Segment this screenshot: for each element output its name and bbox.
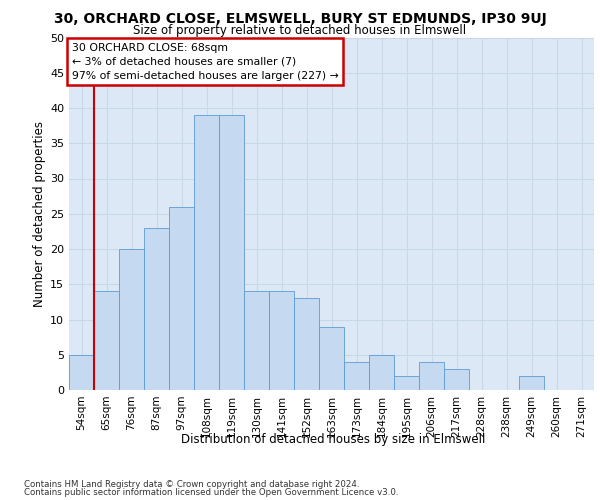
Bar: [319, 326, 344, 390]
Bar: [244, 292, 269, 390]
Bar: [144, 228, 169, 390]
Bar: [394, 376, 419, 390]
Text: Distribution of detached houses by size in Elmswell: Distribution of detached houses by size …: [181, 432, 485, 446]
Bar: [419, 362, 444, 390]
Text: Contains HM Land Registry data © Crown copyright and database right 2024.: Contains HM Land Registry data © Crown c…: [24, 480, 359, 489]
Bar: [194, 115, 219, 390]
Bar: [219, 115, 244, 390]
Text: Contains public sector information licensed under the Open Government Licence v3: Contains public sector information licen…: [24, 488, 398, 497]
Text: 30, ORCHARD CLOSE, ELMSWELL, BURY ST EDMUNDS, IP30 9UJ: 30, ORCHARD CLOSE, ELMSWELL, BURY ST EDM…: [53, 12, 547, 26]
Bar: [444, 369, 469, 390]
Bar: [269, 292, 294, 390]
Bar: [94, 292, 119, 390]
Text: Size of property relative to detached houses in Elmswell: Size of property relative to detached ho…: [133, 24, 467, 37]
Bar: [344, 362, 369, 390]
Bar: [519, 376, 544, 390]
Bar: [294, 298, 319, 390]
Bar: [119, 249, 144, 390]
Bar: [169, 206, 194, 390]
Y-axis label: Number of detached properties: Number of detached properties: [33, 120, 46, 306]
Bar: [369, 355, 394, 390]
Text: 30 ORCHARD CLOSE: 68sqm
← 3% of detached houses are smaller (7)
97% of semi-deta: 30 ORCHARD CLOSE: 68sqm ← 3% of detached…: [71, 43, 338, 81]
Bar: [69, 355, 94, 390]
